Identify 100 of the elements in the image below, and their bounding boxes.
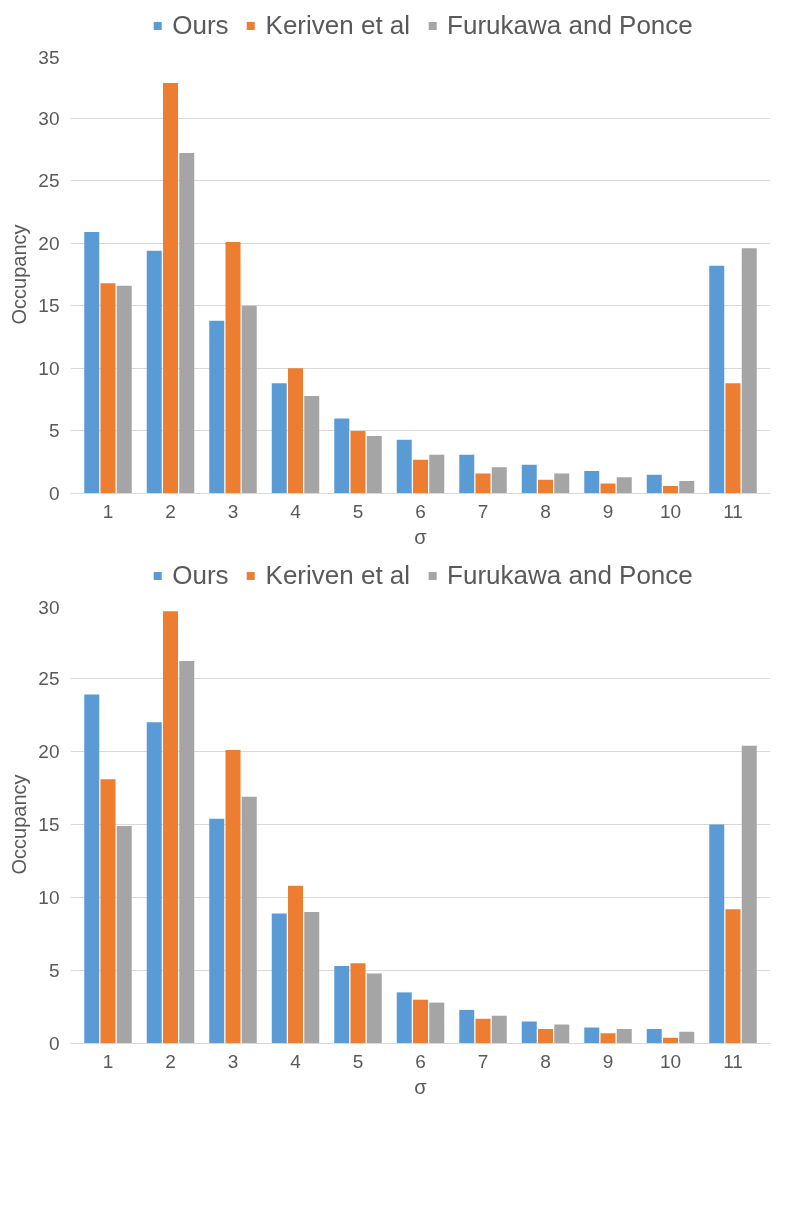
bar (709, 824, 725, 1044)
bar (225, 241, 241, 494)
bar (366, 973, 382, 1044)
x-tick-label: 2 (165, 1050, 176, 1072)
bar (429, 1002, 445, 1044)
y-tick-label: 10 (38, 887, 60, 908)
bar (146, 722, 162, 1044)
bar (646, 474, 662, 494)
bar (600, 1033, 616, 1044)
bar (288, 885, 303, 1044)
x-tick-label: 4 (290, 1050, 302, 1072)
x-tick-label: 10 (659, 500, 682, 522)
x-tick-label: 7 (477, 500, 489, 522)
legend-label: Furukawa and Ponce (447, 559, 693, 591)
bar (646, 1028, 662, 1044)
y-tick-label: 20 (38, 232, 60, 254)
bar (491, 1015, 507, 1044)
x-tick-label: 5 (352, 500, 364, 522)
y-tick-label: 20 (38, 741, 60, 762)
x-tick-label: 6 (415, 500, 426, 522)
x-tick-label: 5 (352, 1050, 364, 1072)
x-tick-label: 4 (290, 500, 302, 522)
bar (413, 459, 428, 494)
bar (429, 454, 445, 494)
x-tick-label: 6 (415, 1050, 426, 1072)
x-tick-label: 1 (102, 1050, 114, 1072)
x-tick-label: 11 (723, 500, 743, 522)
bar (304, 395, 320, 494)
legend-label: Furukawa and Ponce (447, 9, 693, 41)
y-tick-label: 30 (38, 596, 60, 618)
bar (116, 285, 132, 494)
bar (725, 909, 741, 1044)
y-tick-label: 25 (38, 668, 60, 689)
bar (554, 473, 570, 494)
bar (334, 418, 350, 494)
bar (288, 368, 303, 494)
bar (209, 818, 225, 1044)
y-tick-label: 0 (48, 483, 60, 504)
bar (600, 483, 616, 494)
bar (584, 1027, 600, 1044)
bar (491, 467, 507, 494)
x-tick-label: 2 (165, 500, 176, 522)
bar (100, 779, 116, 1044)
bar (271, 913, 287, 1044)
bar (538, 1028, 553, 1044)
legend-label: Ours (172, 9, 229, 41)
bar (413, 999, 428, 1044)
bar (304, 912, 320, 1044)
bar (271, 383, 287, 494)
bar (521, 464, 537, 494)
bar (616, 1028, 632, 1044)
bar (459, 1009, 475, 1044)
y-tick-label: 0 (48, 1033, 60, 1054)
x-tick-label: 10 (659, 1050, 682, 1072)
bar (679, 480, 695, 494)
bar (334, 966, 350, 1044)
bar (179, 660, 195, 1044)
x-tick-label: 11 (723, 1050, 743, 1072)
bar (350, 430, 366, 494)
bar (225, 750, 241, 1044)
y-tick-label: 15 (38, 814, 60, 835)
bar (84, 231, 100, 494)
bar (584, 470, 600, 494)
bar (725, 383, 741, 494)
x-axis-title: σ (414, 525, 428, 548)
bar (679, 1031, 695, 1044)
bar (84, 694, 100, 1044)
bar (554, 1024, 570, 1044)
bar (709, 265, 725, 494)
x-tick-label: 3 (227, 1050, 239, 1072)
bar (366, 435, 382, 494)
bar (538, 479, 553, 494)
bar (209, 320, 225, 494)
y-tick-label: 25 (38, 170, 60, 192)
bar (350, 963, 366, 1044)
x-tick-label: 8 (540, 500, 551, 522)
legend-label: Keriven et al (265, 9, 411, 41)
bar (475, 1018, 491, 1044)
bar (663, 485, 678, 494)
bar (616, 477, 632, 494)
bar (475, 473, 491, 494)
bar (741, 745, 757, 1044)
x-axis-title: σ (414, 1075, 428, 1098)
y-tick-label: 5 (48, 420, 60, 442)
bar (241, 796, 257, 1044)
x-tick-label: 1 (102, 500, 114, 522)
bar (163, 83, 178, 494)
y-tick-label: 35 (38, 46, 60, 68)
x-tick-label: 7 (477, 1050, 489, 1072)
bar (741, 248, 757, 494)
x-tick-label: 9 (602, 500, 614, 522)
x-tick-label: 9 (602, 1050, 614, 1072)
bar (396, 992, 412, 1044)
bar (163, 611, 178, 1044)
bar (521, 1021, 537, 1044)
y-tick-label: 10 (38, 357, 60, 379)
bar (146, 250, 162, 494)
bar (459, 454, 475, 494)
y-tick-label: 15 (38, 295, 60, 317)
bar (179, 153, 195, 494)
